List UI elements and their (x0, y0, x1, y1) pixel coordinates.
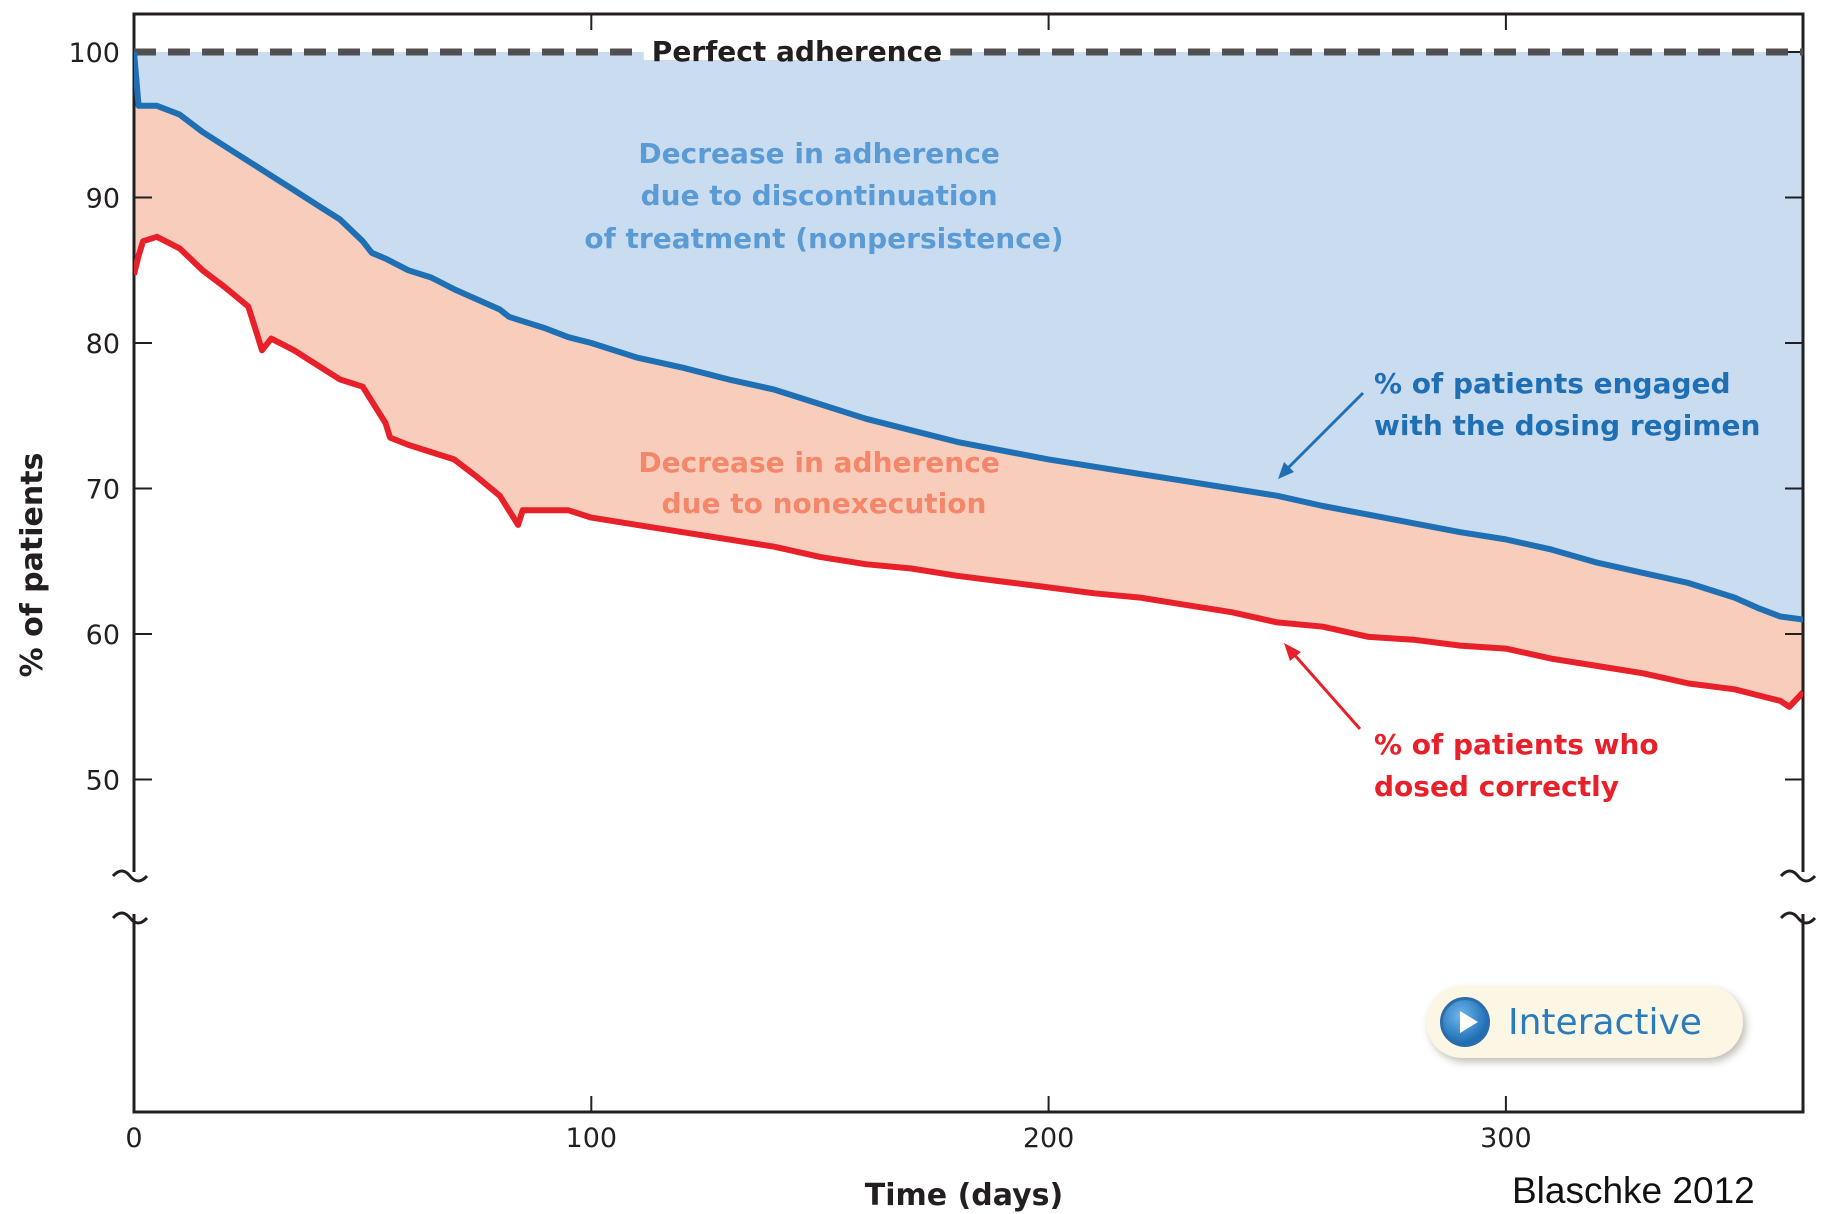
perfect-adherence-label-bg (643, 44, 951, 60)
annotation-nonpersistence-line-2: due to discontinuation (641, 179, 998, 212)
area-nonexecution (134, 52, 1803, 707)
series-line-dosed-correctly (134, 233, 1803, 710)
plot-frame (132, 12, 1805, 1114)
annotation-nonexecution-line-2: due to nonexecution (662, 487, 987, 520)
x-tick-label: 200 (1023, 1123, 1075, 1154)
legend-label-dosed-correctly-line-2: dosed correctly (1374, 770, 1619, 803)
x-tick-label: 300 (1480, 1123, 1532, 1154)
annotation-nonexecution-line-1: Decrease in adherence (638, 446, 999, 479)
interactive-button[interactable]: Interactive (1426, 986, 1743, 1058)
legend-label-engaged-line-1: % of patients engaged (1374, 367, 1731, 400)
y-tick-label: 100 (68, 38, 120, 69)
axis-break-marks (111, 869, 1818, 925)
series-line-engaged (134, 51, 1803, 623)
legend-label-engaged-line-2: with the dosing regimen (1374, 409, 1760, 442)
arrow-engaged (1278, 391, 1365, 479)
interactive-button-label: Interactive (1508, 1001, 1702, 1043)
perfect-adherence-label: Perfect adherence (652, 35, 942, 68)
x-tick-label: 100 (566, 1123, 618, 1154)
annotation-nonpersistence-line-1: Decrease in adherence (638, 137, 999, 170)
legend-label-dosed-correctly-line-1: % of patients who (1374, 728, 1659, 761)
annotation-nonpersistence-line-3: of treatment (nonpersistence) (584, 222, 1063, 255)
annotation-nonpersistence: Decrease in adherence due to discontinua… (584, 137, 1063, 255)
source-credit: Blaschke 2012 (1512, 1170, 1755, 1211)
axis-ticks: 50 60 70 80 90 100 0 100 200 300 (68, 14, 1803, 1154)
legend-label-engaged: % of patients engaged with the dosing re… (1374, 367, 1760, 442)
annotation-nonexecution: Decrease in adherence due to nonexecutio… (638, 446, 1009, 520)
y-tick-label: 70 (86, 475, 120, 506)
y-tick-label: 80 (86, 329, 120, 360)
y-tick-label: 60 (86, 620, 120, 651)
y-tick-label: 50 (86, 766, 120, 797)
arrow-dosed-correctly (1284, 643, 1362, 730)
y-tick-label: 90 (86, 184, 120, 215)
x-axis-title: Time (days) (865, 1178, 1063, 1213)
x-tick-label: 0 (125, 1123, 142, 1154)
y-axis-title: % of patients (15, 453, 50, 678)
legend-label-dosed-correctly: % of patients who dosed correctly (1374, 728, 1668, 803)
play-icon (1440, 997, 1490, 1047)
area-nonpersistence (134, 52, 1803, 620)
